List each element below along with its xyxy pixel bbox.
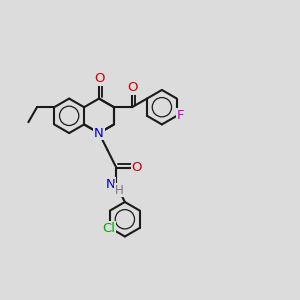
Text: O: O [131,161,142,174]
Text: O: O [127,81,137,94]
Text: N: N [94,127,104,140]
Text: Cl: Cl [102,222,115,235]
Text: O: O [94,73,104,85]
Text: N: N [105,178,115,191]
Text: H: H [115,184,124,196]
Text: F: F [177,109,185,122]
